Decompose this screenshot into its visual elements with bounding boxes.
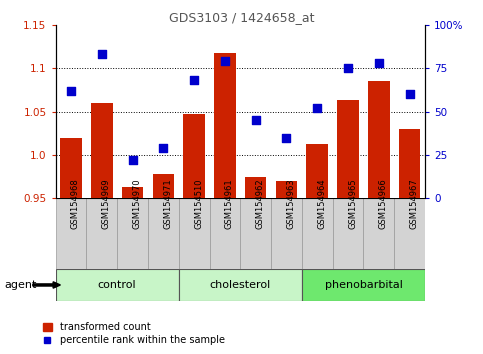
Point xyxy=(344,65,352,71)
Bar xyxy=(179,198,210,269)
Bar xyxy=(245,177,267,198)
Text: GSM154964: GSM154964 xyxy=(317,178,327,229)
Text: GSM154970: GSM154970 xyxy=(132,178,142,229)
Bar xyxy=(153,174,174,198)
Text: GSM154965: GSM154965 xyxy=(348,178,357,229)
Text: GSM154969: GSM154969 xyxy=(102,178,111,229)
Bar xyxy=(214,52,236,198)
Bar xyxy=(271,198,302,269)
Point xyxy=(406,91,413,97)
Bar xyxy=(364,198,394,269)
Bar xyxy=(91,103,113,198)
Bar xyxy=(86,198,117,269)
Text: GSM154962: GSM154962 xyxy=(256,178,265,229)
Bar xyxy=(399,129,420,198)
Point xyxy=(190,78,198,83)
Text: control: control xyxy=(98,280,136,290)
Bar xyxy=(368,81,390,198)
Point xyxy=(375,60,383,66)
Point xyxy=(67,88,75,93)
Bar xyxy=(302,198,333,269)
Bar xyxy=(122,187,143,198)
Bar xyxy=(184,114,205,198)
Bar xyxy=(56,198,86,269)
Bar xyxy=(276,181,297,198)
Text: agent: agent xyxy=(5,280,37,290)
Point xyxy=(252,118,259,123)
Bar xyxy=(337,100,359,198)
Point xyxy=(313,105,321,111)
Point xyxy=(221,58,229,64)
Bar xyxy=(60,137,82,198)
Bar xyxy=(56,269,179,301)
Point xyxy=(98,51,106,57)
Text: GSM154971: GSM154971 xyxy=(163,178,172,229)
Point xyxy=(283,135,290,140)
Bar xyxy=(307,144,328,198)
Bar xyxy=(333,198,364,269)
Point xyxy=(159,145,167,151)
Text: GSM154967: GSM154967 xyxy=(410,178,419,229)
Text: GSM154963: GSM154963 xyxy=(286,178,296,229)
Bar xyxy=(240,198,271,269)
Bar xyxy=(302,269,425,301)
Bar xyxy=(210,198,240,269)
Text: phenobarbital: phenobarbital xyxy=(325,280,402,290)
Bar xyxy=(117,198,148,269)
Text: GSM154961: GSM154961 xyxy=(225,178,234,229)
Text: GSM154510: GSM154510 xyxy=(194,179,203,229)
Bar xyxy=(179,269,302,301)
Bar xyxy=(394,198,425,269)
Bar xyxy=(148,198,179,269)
Text: GSM154966: GSM154966 xyxy=(379,178,388,229)
Text: GSM154968: GSM154968 xyxy=(71,178,80,229)
Text: cholesterol: cholesterol xyxy=(210,280,271,290)
Text: GDS3103 / 1424658_at: GDS3103 / 1424658_at xyxy=(169,11,314,24)
Legend: transformed count, percentile rank within the sample: transformed count, percentile rank withi… xyxy=(39,319,229,349)
Point xyxy=(128,157,136,163)
